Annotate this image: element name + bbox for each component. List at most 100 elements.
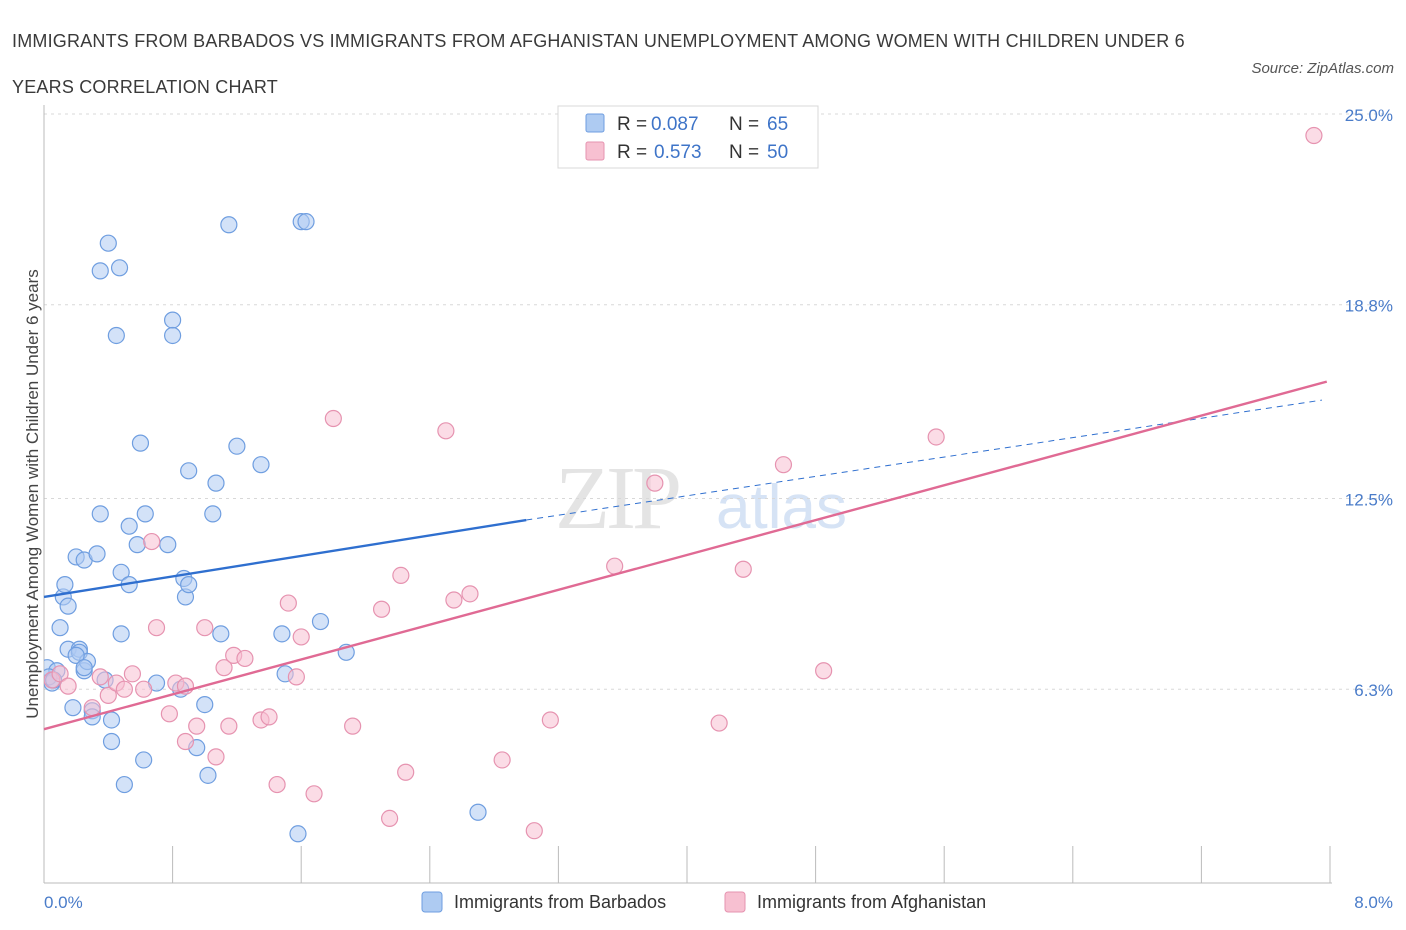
- point-afghanistan: [91, 668, 109, 686]
- trend-lines: [43, 380, 1328, 731]
- legend-bottom-label-afghanistan: Immigrants from Afghanistan: [757, 892, 986, 912]
- point-barbados: [112, 563, 130, 581]
- point-barbados: [220, 216, 238, 234]
- trend-line-barbados-extension: [526, 399, 1323, 521]
- point-afghanistan: [83, 699, 101, 717]
- point-afghanistan: [196, 619, 214, 637]
- point-afghanistan: [344, 717, 362, 735]
- legend-bottom-swatch-afghanistan: [724, 891, 746, 913]
- point-afghanistan: [260, 708, 278, 726]
- point-barbados: [75, 659, 93, 677]
- point-barbados: [204, 505, 222, 523]
- point-afghanistan: [220, 717, 238, 735]
- point-afghanistan: [445, 591, 463, 609]
- legend-swatch-barbados: [585, 113, 605, 133]
- point-barbados: [102, 732, 121, 751]
- y-tick-label: 12.5%: [1345, 491, 1393, 510]
- point-barbados: [107, 326, 125, 345]
- point-afghanistan: [392, 566, 410, 585]
- point-afghanistan: [606, 557, 624, 575]
- point-afghanistan: [305, 785, 323, 803]
- point-barbados: [112, 625, 130, 643]
- x-ticks: [172, 846, 1331, 883]
- trend-line-barbados: [43, 518, 527, 599]
- point-afghanistan: [381, 809, 399, 828]
- point-barbados: [102, 711, 121, 729]
- point-barbados: [252, 456, 270, 474]
- point-afghanistan: [774, 456, 793, 474]
- point-barbados: [196, 695, 214, 714]
- point-afghanistan: [324, 409, 342, 428]
- chart-title: IMMIGRANTS FROM BARBADOS VS IMMIGRANTS F…: [12, 31, 1185, 97]
- point-afghanistan: [147, 619, 166, 637]
- point-afghanistan: [815, 662, 833, 680]
- point-afghanistan: [51, 665, 69, 683]
- legend-r-label-barbados: R =: [617, 114, 647, 135]
- point-barbados: [311, 612, 330, 631]
- point-afghanistan: [437, 422, 455, 440]
- point-barbados: [164, 326, 182, 345]
- point-barbados: [273, 625, 291, 643]
- point-afghanistan: [287, 668, 305, 686]
- point-barbados: [59, 597, 77, 615]
- point-afghanistan: [115, 680, 133, 698]
- point-afghanistan: [123, 665, 142, 683]
- point-afghanistan: [493, 751, 511, 769]
- point-afghanistan: [207, 748, 225, 766]
- point-barbados: [136, 505, 154, 523]
- point-afghanistan: [160, 705, 178, 723]
- point-barbados: [164, 311, 182, 329]
- legend-n-value-afghanistan: 50: [767, 142, 788, 163]
- point-barbados: [131, 434, 150, 452]
- scatter-points: [44, 126, 1323, 843]
- point-afghanistan: [99, 686, 117, 704]
- watermark-atlas: atlas: [716, 473, 847, 542]
- trend-line-afghanistan: [43, 380, 1328, 731]
- point-barbados: [91, 505, 109, 523]
- legend-swatch-afghanistan: [585, 141, 605, 161]
- point-afghanistan: [215, 659, 233, 677]
- point-afghanistan: [646, 474, 664, 492]
- point-barbados: [88, 545, 106, 563]
- point-afghanistan: [176, 732, 195, 751]
- point-barbados: [180, 576, 198, 594]
- point-barbados: [51, 619, 69, 637]
- point-barbados: [67, 646, 85, 664]
- point-barbados: [120, 517, 138, 535]
- point-afghanistan: [461, 585, 479, 603]
- point-afghanistan: [1305, 126, 1323, 145]
- x-tick-label-min: 0.0%: [44, 893, 83, 912]
- point-afghanistan: [372, 600, 391, 618]
- point-afghanistan: [292, 628, 310, 646]
- gridlines: [44, 113, 1392, 690]
- y-tick-labels: 6.3% 12.5% 18.8% 25.0%: [1345, 106, 1393, 700]
- legend-bottom-swatch-barbados: [421, 891, 443, 913]
- point-afghanistan: [135, 680, 153, 698]
- legend-r-value-barbados: 0.087: [651, 114, 699, 135]
- point-barbados: [64, 699, 82, 717]
- point-afghanistan: [541, 711, 559, 729]
- point-barbados: [159, 536, 177, 554]
- legend-n-label-barbados: N =: [729, 114, 759, 135]
- legend-r-label-afghanistan: R =: [617, 142, 647, 163]
- point-barbados: [56, 576, 74, 594]
- y-axis-label: Unemployment Among Women with Children U…: [23, 269, 42, 718]
- point-barbados: [99, 234, 117, 252]
- point-barbados: [115, 775, 133, 794]
- point-afghanistan: [710, 714, 728, 732]
- point-barbados: [289, 825, 307, 843]
- point-afghanistan: [279, 594, 297, 612]
- point-afghanistan: [236, 649, 254, 668]
- point-afghanistan: [525, 822, 543, 840]
- legend-n-label-afghanistan: N =: [729, 142, 759, 163]
- x-tick-label-max: 8.0%: [1354, 893, 1393, 912]
- point-afghanistan: [188, 717, 206, 735]
- legend-n-value-barbados: 65: [767, 114, 788, 135]
- legend-top: R = 0.087 N = 65 R = 0.573 N = 50: [557, 105, 819, 169]
- point-afghanistan: [397, 763, 415, 781]
- point-barbados: [128, 536, 146, 554]
- point-barbados: [228, 437, 246, 455]
- point-barbados: [207, 474, 225, 492]
- point-barbados: [199, 766, 217, 784]
